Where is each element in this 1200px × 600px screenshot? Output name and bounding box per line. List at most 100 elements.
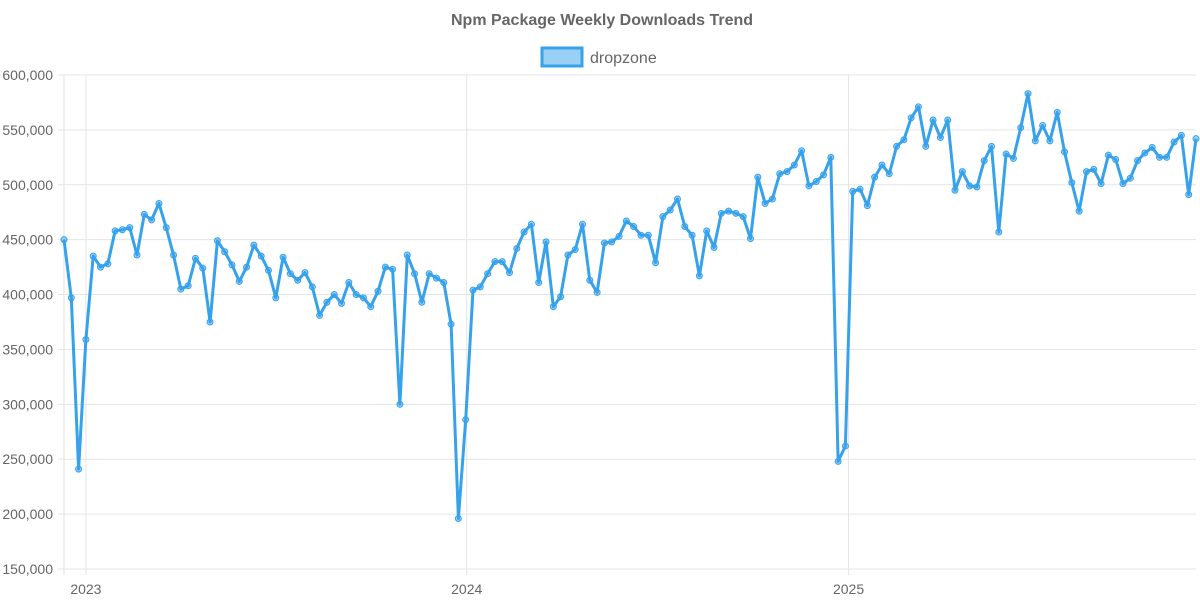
data-point[interactable] — [60, 236, 68, 244]
data-point[interactable] — [666, 206, 674, 214]
data-point[interactable] — [418, 298, 426, 306]
data-point[interactable] — [97, 263, 105, 271]
data-point[interactable] — [834, 457, 842, 465]
data-point[interactable] — [184, 282, 192, 290]
data-point[interactable] — [118, 226, 126, 234]
data-point[interactable] — [535, 278, 543, 286]
data-point[interactable] — [841, 442, 849, 450]
data-point[interactable] — [725, 207, 733, 215]
data-point[interactable] — [89, 252, 97, 260]
data-point[interactable] — [1061, 148, 1069, 156]
data-point[interactable] — [228, 261, 236, 269]
data-point[interactable] — [871, 173, 879, 181]
data-point[interactable] — [973, 183, 981, 191]
data-point[interactable] — [140, 210, 148, 218]
data-point[interactable] — [622, 217, 630, 225]
data-point[interactable] — [600, 239, 608, 247]
data-point[interactable] — [345, 278, 353, 286]
data-point[interactable] — [958, 168, 966, 176]
data-point[interactable] — [1192, 135, 1200, 143]
data-point[interactable] — [571, 246, 579, 254]
data-point[interactable] — [243, 263, 251, 271]
data-point[interactable] — [491, 258, 499, 266]
data-point[interactable] — [1046, 137, 1054, 145]
data-point[interactable] — [863, 202, 871, 210]
data-point[interactable] — [1112, 156, 1120, 164]
data-point[interactable] — [812, 177, 820, 185]
data-point[interactable] — [359, 294, 367, 302]
data-point[interactable] — [637, 231, 645, 239]
data-point[interactable] — [527, 220, 535, 228]
data-point[interactable] — [1017, 124, 1025, 132]
data-point[interactable] — [1002, 150, 1010, 158]
data-point[interactable] — [885, 170, 893, 178]
data-point[interactable] — [652, 259, 660, 267]
data-point[interactable] — [308, 283, 316, 291]
data-point[interactable] — [761, 199, 769, 207]
data-point[interactable] — [381, 263, 389, 271]
data-point[interactable] — [1024, 90, 1032, 98]
data-point[interactable] — [484, 270, 492, 278]
data-point[interactable] — [659, 213, 667, 221]
data-point[interactable] — [199, 264, 207, 272]
data-point[interactable] — [1082, 168, 1090, 176]
data-point[interactable] — [732, 209, 740, 217]
data-point[interactable] — [1119, 180, 1127, 188]
data-point[interactable] — [1097, 180, 1105, 188]
data-point[interactable] — [469, 286, 477, 294]
data-point[interactable] — [944, 116, 952, 124]
data-point[interactable] — [82, 336, 90, 344]
data-point[interactable] — [279, 253, 287, 261]
data-point[interactable] — [104, 260, 112, 268]
data-point[interactable] — [396, 400, 404, 408]
data-point[interactable] — [798, 147, 806, 155]
data-point[interactable] — [549, 303, 557, 311]
data-point[interactable] — [673, 195, 681, 203]
data-point[interactable] — [1163, 153, 1171, 161]
data-point[interactable] — [286, 270, 294, 278]
data-point[interactable] — [374, 287, 382, 295]
data-point[interactable] — [1039, 121, 1047, 129]
data-point[interactable] — [367, 303, 375, 311]
data-point[interactable] — [250, 241, 258, 249]
data-point[interactable] — [1090, 165, 1098, 173]
data-point[interactable] — [272, 294, 280, 302]
data-point[interactable] — [630, 222, 638, 230]
data-point[interactable] — [703, 227, 711, 235]
data-point[interactable] — [900, 136, 908, 144]
data-point[interactable] — [476, 283, 484, 291]
data-point[interactable] — [1009, 154, 1017, 162]
data-point[interactable] — [162, 224, 170, 232]
data-point[interactable] — [747, 235, 755, 243]
data-point[interactable] — [1126, 174, 1134, 182]
data-point[interactable] — [586, 276, 594, 284]
data-point[interactable] — [929, 116, 937, 124]
data-point[interactable] — [301, 269, 309, 277]
data-point[interactable] — [213, 237, 221, 245]
data-point[interactable] — [593, 288, 601, 296]
data-point[interactable] — [462, 416, 470, 424]
data-point[interactable] — [1170, 138, 1178, 146]
data-point[interactable] — [790, 161, 798, 169]
data-point[interactable] — [440, 278, 448, 286]
data-point[interactable] — [264, 266, 272, 274]
data-point[interactable] — [191, 254, 199, 262]
data-point[interactable] — [338, 299, 346, 307]
data-point[interactable] — [980, 157, 988, 165]
data-point[interactable] — [1053, 108, 1061, 116]
data-point[interactable] — [1075, 207, 1083, 215]
data-point[interactable] — [564, 251, 572, 259]
data-point[interactable] — [1134, 157, 1142, 165]
data-point[interactable] — [447, 320, 455, 328]
data-point[interactable] — [914, 103, 922, 111]
data-point[interactable] — [177, 285, 185, 293]
data-point[interactable] — [505, 269, 513, 277]
data-point[interactable] — [1068, 179, 1076, 187]
data-point[interactable] — [768, 195, 776, 203]
data-point[interactable] — [206, 318, 214, 326]
data-point[interactable] — [820, 171, 828, 179]
data-point[interactable] — [878, 161, 886, 169]
data-point[interactable] — [1177, 131, 1185, 139]
data-point[interactable] — [411, 270, 419, 278]
data-point[interactable] — [330, 291, 338, 299]
